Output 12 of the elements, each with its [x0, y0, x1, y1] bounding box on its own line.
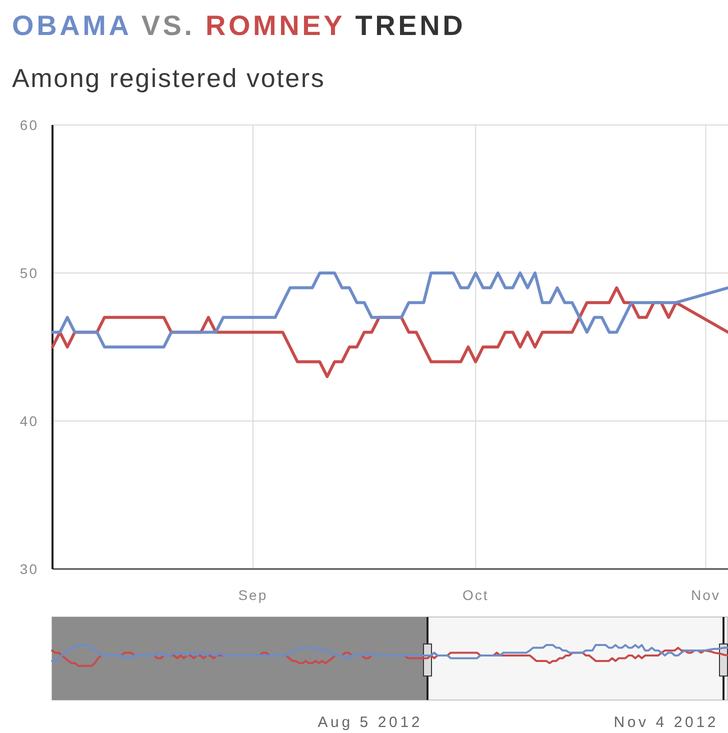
- chart-subtitle: Among registered voters: [12, 63, 326, 93]
- line-series: [51, 272, 728, 348]
- x-tick-label: Sep: [238, 587, 268, 603]
- y-tick-label: 40: [20, 413, 38, 429]
- chart-title: OBAMA VS. ROMNEY TREND: [12, 10, 466, 41]
- y-tick-label: 30: [20, 561, 38, 577]
- y-tick-label: 60: [20, 117, 38, 133]
- x-tick-label: Nov: [691, 587, 720, 603]
- y-tick-label: 50: [20, 265, 38, 281]
- text: Nov 4 2012: [614, 714, 718, 731]
- x-tick-label: Oct: [462, 587, 489, 603]
- text: Aug 5 2012: [318, 714, 422, 731]
